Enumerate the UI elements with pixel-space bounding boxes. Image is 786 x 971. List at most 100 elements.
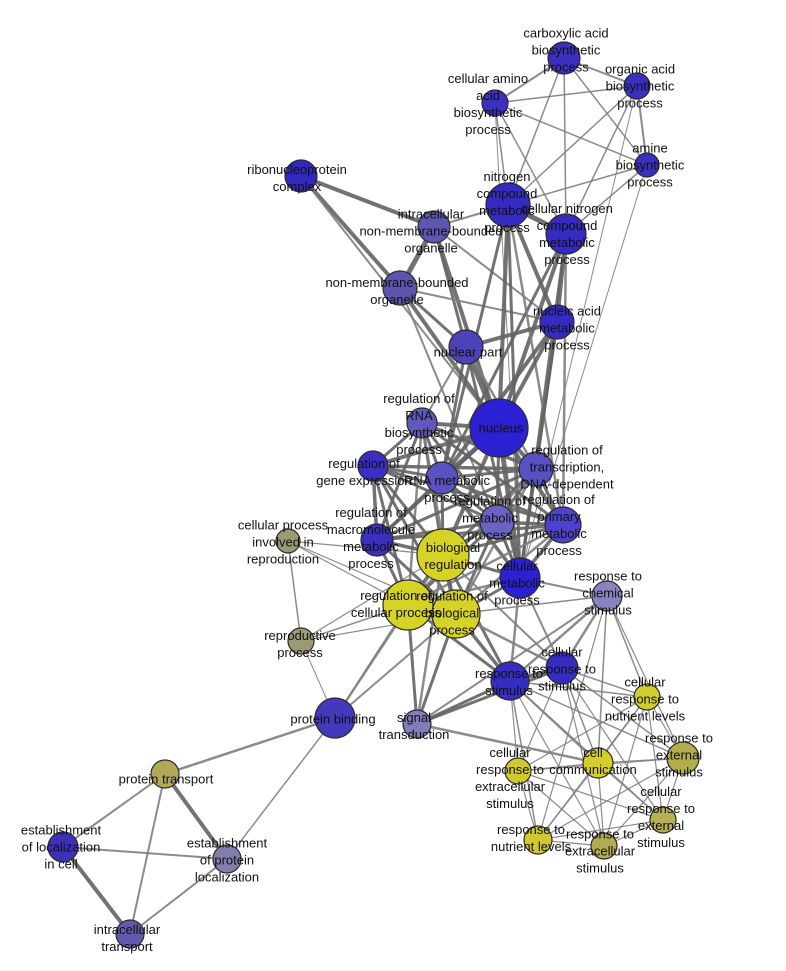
graph-edge — [420, 422, 499, 523]
graph-node-namp[interactable] — [539, 304, 575, 340]
graph-node-regpmp[interactable] — [544, 506, 582, 544]
graph-node-regmacro[interactable] — [360, 523, 394, 557]
graph-edge — [442, 554, 563, 669]
graph-edge — [517, 770, 664, 821]
graph-node-regcell[interactable] — [382, 579, 434, 631]
graph-node-rnamp[interactable] — [425, 461, 459, 495]
graph-edge — [300, 613, 457, 642]
graph-edge — [376, 467, 537, 542]
graph-node-eprotloc[interactable] — [212, 844, 242, 874]
graph-node-caba[interactable] — [547, 41, 581, 75]
graph-edge — [433, 226, 558, 323]
graph-edge — [597, 595, 608, 764]
graph-node-regmet[interactable] — [479, 504, 515, 540]
graph-edge — [509, 595, 608, 682]
graph-edge — [646, 696, 664, 821]
graph-edge — [371, 465, 458, 615]
graph-edge — [334, 613, 457, 719]
graph-node-rs[interactable] — [490, 661, 530, 701]
graph-node-aaba[interactable] — [481, 89, 509, 117]
graph-edge — [563, 57, 648, 166]
graph-node-npart[interactable] — [448, 329, 484, 365]
graph-edge — [62, 846, 228, 860]
graph-node-rnl[interactable] — [523, 825, 553, 855]
graph-edge — [62, 773, 166, 848]
graph-edge — [497, 233, 568, 429]
graph-edge — [507, 57, 565, 206]
graph-edge — [494, 85, 638, 104]
graph-node-regtrans[interactable] — [518, 451, 554, 487]
graph-edge — [509, 680, 605, 847]
graph-edge — [129, 858, 228, 935]
graph-node-ncmp[interactable] — [485, 182, 531, 228]
graph-node-sigtrans[interactable] — [402, 709, 432, 739]
graph-node-oaba[interactable] — [623, 72, 651, 100]
graph-edge — [519, 85, 638, 579]
graph-edge — [416, 666, 563, 726]
graph-edge — [300, 554, 444, 642]
graph-node-rnp[interactable] — [284, 159, 318, 193]
graph-node-bioreg[interactable] — [416, 528, 470, 582]
graph-edge — [164, 716, 336, 776]
graph-edge — [565, 85, 638, 235]
graph-edge — [399, 287, 558, 323]
graph-node-cellcomm[interactable] — [582, 747, 614, 779]
graph-node-protbind[interactable] — [314, 697, 356, 739]
graph-node-intrans[interactable] — [115, 919, 145, 949]
graph-node-regbio[interactable] — [431, 589, 481, 639]
graph-edge — [537, 762, 599, 841]
graph-edge — [416, 722, 599, 765]
graph-node-ptrans[interactable] — [150, 759, 180, 789]
graph-edge — [299, 174, 402, 290]
graph-edge — [372, 464, 498, 524]
graph-node-ceres[interactable] — [504, 757, 532, 785]
graph-edge — [517, 696, 648, 772]
graph-edge — [507, 85, 638, 206]
graph-edge — [432, 226, 468, 348]
graph-edge — [226, 717, 336, 860]
graph-edge — [509, 680, 664, 821]
graph-edge — [432, 226, 501, 429]
graph-node-inmbo[interactable] — [417, 210, 451, 244]
graph-edge — [603, 757, 684, 847]
graph-node-nucleus[interactable] — [469, 398, 529, 458]
graph-edge — [517, 667, 563, 772]
graph-edge — [61, 845, 132, 936]
graph-node-rext[interactable] — [666, 741, 700, 775]
graph-edge — [455, 595, 608, 615]
graph-node-crs[interactable] — [545, 651, 579, 685]
graph-edge — [606, 595, 684, 759]
graph-node-regrna[interactable] — [406, 407, 438, 439]
graph-edge — [506, 204, 522, 579]
graph-edge — [537, 595, 608, 841]
graph-node-cncmp[interactable] — [545, 213, 587, 255]
graph-node-cpir[interactable] — [275, 528, 301, 554]
graph-node-nmbo[interactable] — [382, 270, 418, 306]
graph-node-chem[interactable] — [591, 580, 623, 612]
graph-edge — [415, 554, 445, 725]
graph-edge — [534, 321, 559, 470]
graph-edge — [163, 772, 229, 861]
graph-edge — [334, 554, 444, 719]
graph-edge — [561, 667, 605, 847]
graph-node-amine[interactable] — [634, 152, 660, 178]
graph-node-cellmet[interactable] — [499, 557, 541, 599]
graph-edge — [416, 595, 608, 725]
graph-edge — [517, 770, 605, 847]
graph-node-repro[interactable] — [287, 627, 315, 655]
graph-edge — [606, 595, 648, 698]
graph-edge — [603, 696, 648, 847]
graph-node-crnl[interactable] — [633, 683, 661, 711]
graph-edge — [537, 819, 664, 841]
graph-edge — [507, 164, 648, 206]
graph-edge — [494, 102, 567, 235]
graph-node-reggene[interactable] — [357, 450, 389, 482]
graph-node-cerext[interactable] — [649, 806, 677, 834]
graph-edge — [563, 57, 567, 235]
graph-edge — [376, 523, 564, 542]
graph-node-eloc[interactable] — [47, 831, 79, 863]
graph-node-rextr[interactable] — [590, 832, 618, 860]
graph-edge — [300, 174, 435, 229]
